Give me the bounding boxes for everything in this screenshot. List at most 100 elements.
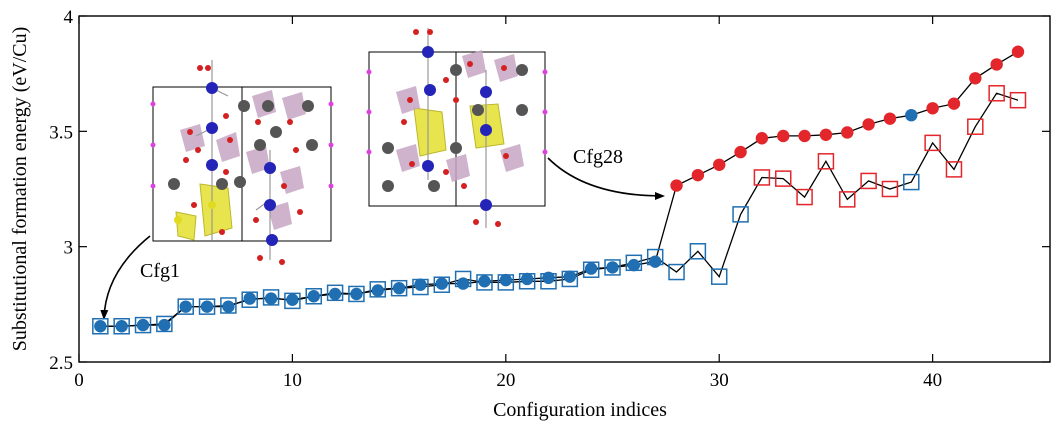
cfg28-arrow <box>547 157 665 200</box>
crystal-structure-inset-cfg28 <box>366 28 548 228</box>
square-marker <box>924 134 941 152</box>
square-marker <box>390 279 408 297</box>
square-marker <box>476 274 493 291</box>
square-marker <box>753 169 771 186</box>
square-marker <box>198 298 216 315</box>
circle-marker <box>947 97 961 110</box>
square-marker <box>369 281 387 298</box>
circle-marker <box>222 300 235 313</box>
square-marker <box>92 317 109 335</box>
circle-marker <box>627 258 641 272</box>
x-tick-label: 20 <box>496 370 515 391</box>
square-marker <box>881 180 899 198</box>
square-marker <box>156 315 173 333</box>
square-marker <box>241 291 258 308</box>
circle-marker <box>584 262 598 275</box>
circle-marker <box>691 168 705 182</box>
y-tick-label: 3 <box>64 238 74 259</box>
circle-marker <box>755 132 769 145</box>
circle-marker <box>542 271 555 285</box>
circle-marker <box>777 129 790 143</box>
square-marker <box>732 206 749 223</box>
circle-marker <box>798 129 811 143</box>
circle-marker <box>734 145 747 159</box>
square-marker <box>774 170 792 187</box>
square-marker <box>710 268 728 285</box>
square-marker <box>988 85 1005 102</box>
square-marker <box>113 317 130 335</box>
square-marker <box>860 172 877 190</box>
circle-marker <box>990 58 1003 71</box>
y-tick-label: 2.5 <box>49 353 73 374</box>
x-tick-label: 10 <box>283 370 302 391</box>
circle-marker <box>905 108 918 122</box>
square-marker <box>433 276 451 293</box>
annotation-cfg28-label: Cfg28 <box>573 146 623 168</box>
square-marker <box>582 261 600 278</box>
circle-marker <box>456 277 470 290</box>
plot-frame <box>78 15 1051 363</box>
square-marker <box>604 259 621 276</box>
square-marker <box>262 289 280 306</box>
circle-marker <box>862 118 875 131</box>
circle-marker <box>392 281 406 295</box>
circle-marker <box>350 287 363 301</box>
circle-marker <box>371 284 384 297</box>
circle-marker <box>841 126 854 139</box>
circle-marker <box>94 320 107 333</box>
circle-marker <box>243 292 256 305</box>
circle-marker <box>435 277 448 290</box>
circle-marker <box>264 292 278 305</box>
x-tick-label: 30 <box>710 370 729 391</box>
x-tick-label: 40 <box>923 370 942 391</box>
square-marker <box>134 316 152 334</box>
square-marker <box>284 292 301 310</box>
x-axis: 0 10 20 30 40 <box>74 16 942 391</box>
circle-marker <box>819 128 833 141</box>
circle-marker <box>648 255 662 268</box>
circle-marker <box>926 102 939 115</box>
circle-marker <box>499 273 513 287</box>
square-marker <box>305 288 322 305</box>
series-filled-circles <box>94 45 1025 333</box>
y-axis-title: Substitutional formation energy (eV/Cu) <box>9 27 31 352</box>
x-axis-title: Configuration indices <box>493 399 667 421</box>
square-marker <box>839 191 856 208</box>
circle-marker <box>158 318 171 332</box>
square-marker <box>817 153 835 170</box>
circle-marker <box>520 272 534 286</box>
y-tick-label: 4 <box>64 7 74 28</box>
circle-marker <box>478 275 491 288</box>
circle-marker <box>414 278 427 291</box>
y-tick-label: 3.5 <box>49 122 73 143</box>
circle-marker <box>328 287 342 301</box>
circle-marker <box>969 72 982 85</box>
square-marker <box>1009 91 1027 109</box>
square-marker <box>348 285 365 303</box>
square-marker <box>326 284 344 302</box>
y-axis: 2.5 3 3.5 4 <box>49 7 1050 374</box>
square-marker <box>945 161 963 178</box>
x-tick-label: 0 <box>74 370 84 391</box>
square-marker <box>177 298 194 315</box>
square-marker <box>220 297 237 314</box>
circle-marker <box>1011 45 1025 58</box>
circle-marker <box>286 293 299 306</box>
circle-marker <box>670 179 683 192</box>
circle-marker <box>606 261 619 274</box>
square-marker <box>668 263 685 281</box>
circle-marker <box>115 320 128 333</box>
circle-marker <box>179 300 192 313</box>
circle-marker <box>563 270 577 283</box>
series-open-squares <box>92 85 1027 335</box>
circle-marker <box>200 300 214 313</box>
annotation-cfg1-label: Cfg1 <box>140 260 180 282</box>
circle-marker <box>883 112 897 125</box>
crystal-structure-inset-cfg1 <box>150 60 334 265</box>
circle-marker <box>713 158 726 171</box>
square-marker <box>903 173 920 191</box>
square-marker <box>967 118 984 135</box>
cfg1-arrow <box>100 235 151 320</box>
circle-marker <box>136 318 150 332</box>
circle-marker <box>307 290 320 303</box>
